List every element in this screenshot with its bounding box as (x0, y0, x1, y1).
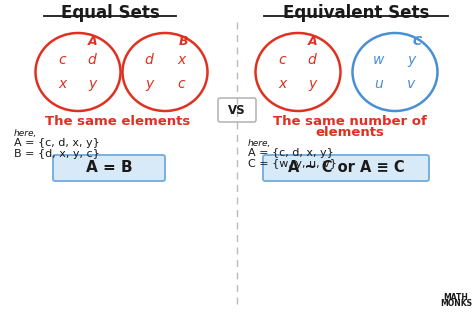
Text: y: y (407, 53, 415, 67)
Text: x: x (278, 77, 286, 91)
Text: MATH: MATH (444, 293, 468, 302)
Text: A = {c, d, x, y}: A = {c, d, x, y} (248, 148, 334, 158)
Text: A = B: A = B (86, 160, 132, 175)
Text: w: w (374, 53, 385, 67)
Text: here,: here, (14, 129, 37, 138)
Text: y: y (145, 77, 153, 91)
Text: Equivalent Sets: Equivalent Sets (283, 4, 429, 22)
FancyBboxPatch shape (263, 155, 429, 181)
Text: y: y (88, 77, 96, 91)
Text: x: x (177, 53, 185, 67)
Text: c: c (58, 53, 66, 67)
FancyBboxPatch shape (218, 98, 256, 122)
Text: A = {c, d, x, y}: A = {c, d, x, y} (14, 138, 100, 148)
Text: x: x (58, 77, 66, 91)
Text: A: A (88, 35, 98, 48)
Text: B = {d, x, y, c}: B = {d, x, y, c} (14, 149, 100, 159)
Text: VS: VS (228, 104, 246, 116)
Text: elements: elements (316, 126, 384, 139)
FancyBboxPatch shape (53, 155, 165, 181)
Text: c: c (278, 53, 286, 67)
Text: Equal Sets: Equal Sets (61, 4, 159, 22)
Text: here,: here, (248, 139, 272, 148)
Text: B: B (178, 35, 188, 48)
Text: C: C (412, 35, 421, 48)
Text: A ~ C or A ≡ C: A ~ C or A ≡ C (288, 160, 404, 175)
Text: C = {w, y, u, v}: C = {w, y, u, v} (248, 159, 337, 169)
Text: The same number of: The same number of (273, 115, 427, 128)
Text: v: v (407, 77, 415, 91)
Text: y: y (308, 77, 316, 91)
Text: d: d (145, 53, 154, 67)
Text: MONKS: MONKS (440, 299, 472, 308)
Text: u: u (374, 77, 383, 91)
Text: d: d (88, 53, 96, 67)
Text: The same elements: The same elements (46, 115, 191, 128)
Text: A: A (308, 35, 318, 48)
Text: d: d (308, 53, 316, 67)
Text: c: c (177, 77, 185, 91)
